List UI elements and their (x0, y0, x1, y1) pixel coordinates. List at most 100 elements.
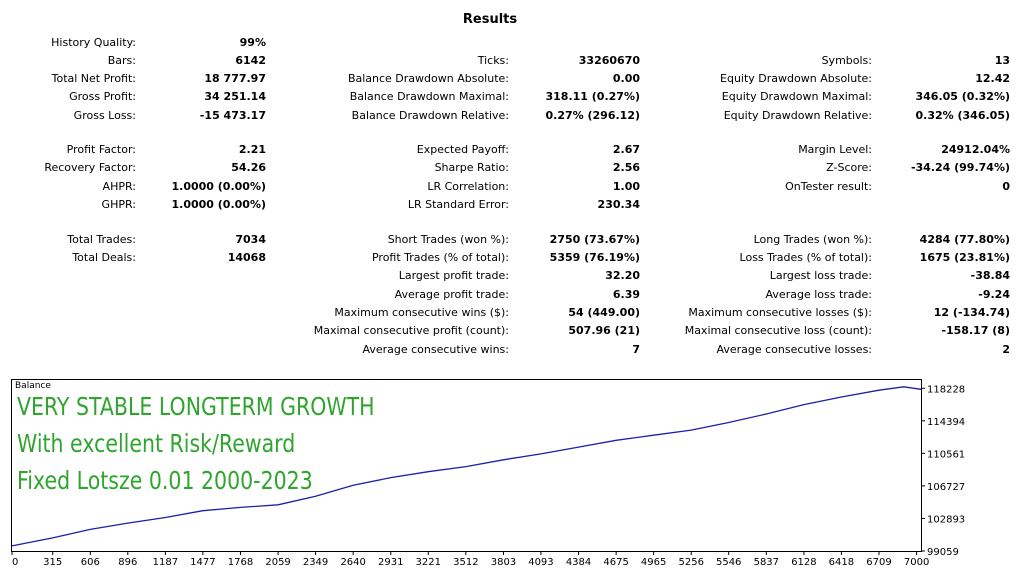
stat-label: Symbols: (821, 54, 872, 67)
stat-label: Z-Score: (826, 161, 872, 174)
x-tick-label: 2640 (340, 557, 365, 568)
x-tick-label: 5837 (754, 557, 779, 568)
stat-value: 34 251.14 (204, 90, 266, 103)
x-tick-label: 6709 (866, 557, 891, 568)
balance-series-line (11, 386, 922, 547)
overlay-line-3: Fixed Lotsze 0.01 2000-2023 (17, 466, 313, 495)
y-tick-label: 106727 (927, 482, 965, 493)
stat-value: 13 (994, 54, 1010, 67)
x-tick-label: 2349 (303, 557, 328, 568)
stat-label: Maximal consecutive profit (count): (313, 324, 509, 337)
stat-value: 4284 (77.80%) (919, 233, 1010, 246)
stat-value: 14068 (227, 251, 266, 264)
stat-label: Largest profit trade: (398, 269, 509, 282)
stat-label: Maximal consecutive loss (count): (684, 324, 872, 337)
x-tick-label: 4675 (603, 557, 628, 568)
x-tick-label: 0 (12, 557, 18, 568)
stat-value: -34.24 (99.74%) (910, 161, 1010, 174)
x-tick-label: 6418 (829, 557, 854, 568)
stat-label: Profit Factor: (66, 143, 136, 156)
x-tick-label: 2059 (265, 557, 290, 568)
stat-label: Equity Drawdown Relative: (723, 109, 872, 122)
stat-label: Average consecutive wins: (362, 343, 509, 356)
stat-value: 54 (449.00) (568, 306, 640, 319)
results-report: Results History Quality: 99% Bars: 6142 Tota… (44, 12, 1011, 356)
stat-value: 18 777.97 (204, 72, 266, 85)
x-tick-label: 5256 (679, 557, 704, 568)
stat-label: Maximum consecutive wins ($): (334, 306, 509, 319)
stat-value: 32.20 (605, 269, 640, 282)
stat-label: Gross Loss: (73, 109, 136, 122)
stat-label: Total Net Profit: (51, 72, 136, 85)
stat-value: 1.0000 (0.00%) (171, 180, 267, 193)
y-tick-label: 118228 (927, 384, 965, 395)
stat-label: Average loss trade: (765, 288, 872, 301)
stat-value: 54.26 (231, 161, 266, 174)
x-tick-label: 4965 (641, 557, 666, 568)
y-tick-label: 102893 (927, 514, 965, 525)
plot-frame (11, 379, 922, 552)
stat-label: Average profit trade: (394, 288, 509, 301)
stat-label: Total Trades: (67, 233, 136, 246)
stat-value: -9.24 (978, 288, 1010, 301)
stat-value: 230.34 (597, 198, 640, 211)
stat-label: Balance Drawdown Absolute: (347, 72, 509, 85)
stat-label: OnTester result: (785, 180, 872, 193)
stat-label: Long Trades (won %): (753, 233, 872, 246)
x-tick-label: 3512 (453, 557, 478, 568)
stat-value: 0.27% (296.12) (545, 109, 641, 122)
stat-label: Sharpe Ratio: (434, 161, 509, 174)
stat-value: 33260670 (578, 54, 640, 67)
stat-label: Ticks: (477, 54, 509, 67)
x-tick-label: 3803 (491, 557, 516, 568)
stat-value: 7 (632, 343, 640, 356)
overlay-line-2: With excellent Risk/Reward (17, 429, 296, 458)
stat-value: 2.56 (612, 161, 640, 174)
stat-label: Largest loss trade: (769, 269, 872, 282)
x-tick-label: 4093 (528, 557, 553, 568)
stat-value: 99% (239, 36, 266, 49)
stat-label: Average consecutive losses: (716, 343, 872, 356)
stat-value: -15 473.17 (199, 109, 266, 122)
stat-value: 7034 (235, 233, 266, 246)
stat-label: Recovery Factor: (44, 161, 136, 174)
stat-value: 6.39 (612, 288, 640, 301)
stat-label: Bars: (107, 54, 136, 67)
stat-value: 1.00 (612, 180, 640, 193)
stat-label: LR Correlation: (427, 180, 509, 193)
stat-value: 318.11 (0.27%) (545, 90, 641, 103)
stat-label: Gross Profit: (69, 90, 136, 103)
balance-chart-svg: Balance 118228 114394 110561 106727 102893 99… (11, 379, 965, 568)
stat-value: 12 (-134.74) (933, 306, 1010, 319)
x-tick-label: 5546 (716, 557, 741, 568)
stat-label: History Quality: (51, 36, 136, 49)
stat-value: 0.32% (346.05) (915, 109, 1011, 122)
stat-value: 24912.04% (941, 143, 1010, 156)
stat-value: 12.42 (975, 72, 1010, 85)
stat-value: -158.17 (8) (941, 324, 1010, 337)
stat-value: 2.67 (612, 143, 640, 156)
stat-label: Balance Drawdown Maximal: (349, 90, 509, 103)
stat-label: Total Deals: (72, 251, 136, 264)
stat-label: Equity Drawdown Maximal: (721, 90, 872, 103)
stat-label: Profit Trades (% of total): (371, 251, 509, 264)
stat-label: GHPR: (101, 198, 136, 211)
stat-label: Balance Drawdown Relative: (351, 109, 509, 122)
stat-label: LR Standard Error: (407, 198, 509, 211)
x-tick-label: 4384 (566, 557, 591, 568)
balance-chart: Balance 118228 114394 110561 106727 102893 99… (0, 376, 1024, 579)
x-tick-label: 1477 (190, 557, 215, 568)
stat-value: 0.00 (612, 72, 640, 85)
stat-value: -38.84 (970, 269, 1010, 282)
x-tick-label: 7000 (904, 557, 929, 568)
stat-value: 1.0000 (0.00%) (171, 198, 267, 211)
stat-value: 1675 (23.81%) (919, 251, 1010, 264)
y-tick-label: 114394 (927, 417, 965, 428)
report-title: Results (462, 12, 518, 27)
stat-label: Maximum consecutive losses ($): (688, 306, 872, 319)
x-tick-label: 1187 (153, 557, 178, 568)
x-tick-label: 2931 (378, 557, 403, 568)
y-tick-label: 110561 (927, 449, 965, 460)
y-tick-label: 99059 (927, 547, 959, 558)
stat-label: Equity Drawdown Absolute: (720, 72, 872, 85)
